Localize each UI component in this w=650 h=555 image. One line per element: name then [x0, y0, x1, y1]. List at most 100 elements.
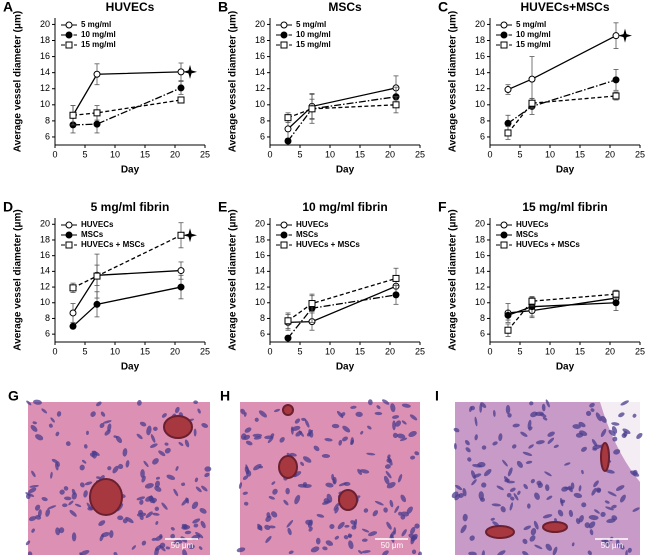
y-tick-label: 12	[40, 281, 50, 291]
y-tick-label: 10	[475, 297, 485, 307]
nucleus	[71, 532, 77, 542]
nucleus	[587, 550, 592, 555]
nucleus	[238, 482, 243, 489]
nucleus	[523, 525, 532, 531]
marker	[504, 86, 512, 94]
nucleus	[37, 509, 42, 518]
nucleus	[89, 452, 96, 457]
legend-label: HUVECs	[516, 220, 549, 229]
nucleus	[193, 523, 199, 528]
panel-letter: B	[218, 0, 228, 15]
nucleus	[173, 488, 179, 497]
vessel	[89, 478, 123, 516]
nucleus	[529, 535, 536, 542]
nucleus	[620, 400, 629, 406]
x-tick-label: 20	[605, 149, 615, 159]
nucleus	[588, 521, 596, 529]
nucleus	[272, 488, 278, 495]
nucleus	[464, 439, 470, 446]
y-tick-label: 10	[475, 99, 485, 109]
significance-star	[618, 28, 632, 43]
significance-star	[183, 64, 197, 79]
nucleus	[164, 447, 171, 454]
panel-letter: F	[438, 199, 447, 215]
nucleus	[389, 530, 395, 540]
y-tick-label: 16	[255, 250, 265, 260]
x-tick-label: 15	[575, 149, 585, 159]
nucleus	[31, 528, 35, 533]
nucleus	[35, 515, 42, 520]
nucleus	[481, 445, 487, 450]
nucleus	[50, 417, 55, 423]
nucleus	[619, 494, 626, 503]
nucleus	[353, 518, 358, 528]
nucleus	[465, 447, 471, 453]
y-tick-label: 18	[255, 234, 265, 244]
nucleus	[509, 487, 516, 492]
nucleus	[474, 434, 478, 441]
nucleus	[588, 515, 599, 521]
y-axis-label: Average vessel diameter (μm)	[448, 11, 459, 152]
nucleus	[122, 448, 128, 457]
marker	[504, 119, 512, 127]
nucleus	[125, 460, 130, 468]
nucleus	[479, 403, 483, 413]
nucleus	[152, 512, 160, 516]
nucleus	[343, 535, 349, 540]
nucleus	[201, 423, 209, 428]
nucleus	[564, 462, 571, 466]
nucleus	[623, 431, 628, 437]
nucleus	[506, 492, 512, 498]
series-line	[72, 87, 182, 126]
nucleus	[581, 502, 587, 508]
x-tick-label: 10	[110, 346, 120, 356]
y-tick-label: 16	[255, 51, 265, 61]
x-tick-label: 5	[82, 346, 87, 356]
nucleus	[258, 465, 264, 469]
y-tick-label: 10	[40, 99, 50, 109]
nucleus	[360, 430, 364, 435]
nucleus	[568, 485, 573, 493]
nucleus	[308, 526, 313, 532]
nucleus	[32, 421, 37, 425]
nucleus	[100, 411, 106, 417]
nucleus	[517, 490, 521, 496]
marker	[528, 297, 536, 305]
nucleus	[600, 428, 607, 438]
legend-marker	[500, 231, 508, 239]
vessel	[600, 442, 610, 472]
nucleus	[611, 422, 620, 426]
nucleus	[542, 416, 548, 421]
histology-image	[236, 399, 422, 555]
nucleus	[542, 514, 553, 519]
y-tick-label: 6	[480, 329, 485, 339]
marker	[177, 96, 185, 104]
nucleus	[625, 550, 628, 555]
nucleus	[27, 551, 33, 555]
nucleus	[145, 511, 153, 519]
x-tick-label: 15	[140, 346, 150, 356]
nucleus	[342, 436, 348, 442]
y-tick-label: 14	[255, 67, 265, 77]
nucleus	[534, 544, 543, 550]
nucleus	[48, 423, 53, 428]
legend-label: 10 mg/ml	[296, 30, 331, 39]
nucleus	[55, 431, 60, 437]
nucleus	[391, 415, 400, 419]
nucleus	[460, 524, 467, 534]
nucleus	[270, 433, 275, 438]
nucleus	[545, 399, 550, 408]
y-tick-label: 8	[480, 313, 485, 323]
nucleus	[158, 450, 166, 457]
marker	[177, 283, 185, 291]
y-tick-label: 18	[475, 35, 485, 45]
nucleus	[125, 516, 134, 524]
nucleus	[79, 464, 85, 471]
nucleus	[245, 440, 253, 446]
nucleus	[294, 418, 301, 424]
nucleus	[154, 506, 160, 511]
y-tick-label: 6	[45, 329, 50, 339]
x-tick-label: 25	[635, 346, 645, 356]
vessel	[542, 521, 568, 533]
chart-title: HUVECs+MSCs	[520, 0, 609, 14]
